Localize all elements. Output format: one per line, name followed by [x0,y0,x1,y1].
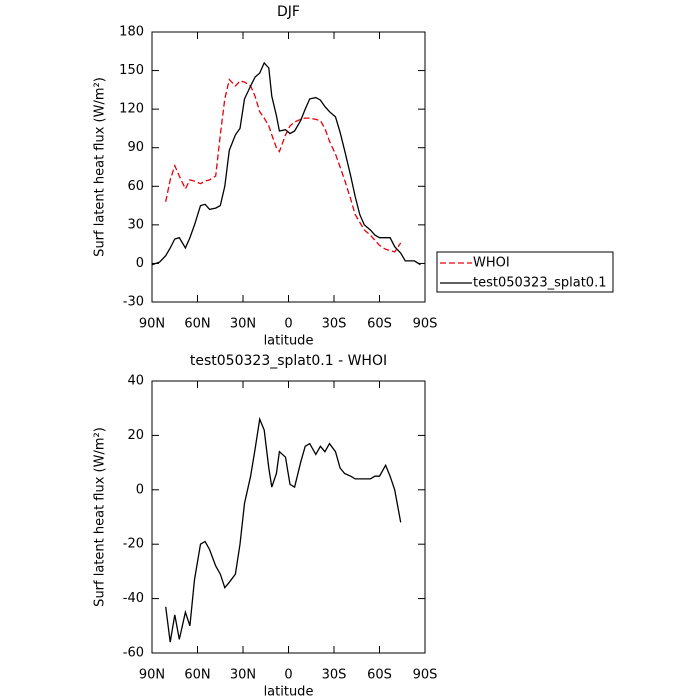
y-tick-label: 0 [136,482,144,497]
x-tick-label: 30N [230,668,256,683]
y-tick-label: 150 [119,63,144,78]
x-tick-label: 90N [139,317,165,332]
data-line [165,78,402,253]
y-tick-label: -40 [123,591,144,606]
plot-frame [151,31,426,303]
data-line [165,416,402,643]
y-tick-label: -20 [123,537,144,552]
x-tick-label: 30S [322,317,347,332]
x-tick-label: 90S [413,317,438,332]
x-tick-label: 90N [139,668,165,683]
x-tick-label: 0 [284,668,292,683]
chart-title: test050323_splat0.1 - WHOI [190,353,387,369]
x-tick-label: 90S [413,668,438,683]
y-tick-label: 60 [127,179,144,194]
x-axis-label: latitude [264,685,314,700]
y-tick-label: 120 [119,102,144,117]
y-tick-label: -30 [123,295,144,310]
y-tick-label: -60 [123,646,144,661]
y-axis-label: Surf latent heat flux (W/m²) [93,427,108,607]
x-tick-label: 60S [367,668,392,683]
y-tick-label: 0 [136,256,144,271]
chart-title: DJF [277,4,300,20]
y-tick-label: 180 [119,25,144,40]
x-tick-label: 0 [284,317,292,332]
y-tick-label: 40 [127,374,144,389]
plot-frame [151,380,426,654]
y-axis-label: Surf latent heat flux (W/m²) [93,77,108,257]
x-tick-label: 30N [230,317,256,332]
legend-label: test050323_splat0.1 [473,276,606,291]
legend-box [436,251,614,293]
data-line [151,61,421,266]
x-tick-label: 30S [322,668,347,683]
y-tick-label: 30 [127,217,144,232]
x-axis-label: latitude [264,334,314,349]
y-tick-label: 20 [127,428,144,443]
x-tick-label: 60S [367,317,392,332]
x-tick-label: 60N [184,317,210,332]
legend-label: WHOI [473,256,510,271]
x-tick-label: 60N [184,668,210,683]
y-tick-label: 90 [127,140,144,155]
